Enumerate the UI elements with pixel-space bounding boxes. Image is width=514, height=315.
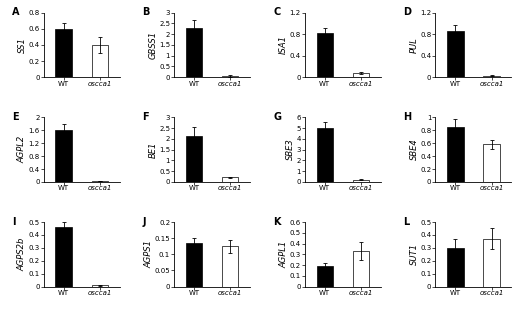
Bar [91,181,108,182]
Bar [222,177,238,182]
Y-axis label: SS1: SS1 [18,37,27,53]
Y-axis label: AGPL2: AGPL2 [18,136,27,163]
Text: E: E [12,112,19,122]
Bar [353,180,369,182]
Text: I: I [12,217,15,227]
Text: K: K [273,217,281,227]
Bar [186,136,203,182]
Text: J: J [142,217,146,227]
Bar [447,32,464,77]
Bar [91,285,108,287]
Bar [483,76,500,77]
Bar [222,246,238,287]
Y-axis label: AGPS2b: AGPS2b [18,238,27,271]
Bar [483,145,500,182]
Bar [353,73,369,77]
Y-axis label: AGPS1: AGPS1 [144,240,153,268]
Y-axis label: SUT1: SUT1 [410,243,419,265]
Text: G: G [273,112,281,122]
Bar [317,128,333,182]
Bar [186,243,203,287]
Text: F: F [142,112,149,122]
Y-axis label: PUL: PUL [410,37,419,53]
Y-axis label: GBSS1: GBSS1 [149,31,158,59]
Y-axis label: AGPL1: AGPL1 [279,241,288,268]
Text: A: A [12,8,20,17]
Text: C: C [273,8,280,17]
Y-axis label: SBE3: SBE3 [286,139,295,161]
Bar [353,251,369,287]
Bar [91,45,108,77]
Text: D: D [403,8,412,17]
Bar [186,28,203,77]
Bar [483,239,500,287]
Bar [447,248,464,287]
Text: H: H [403,112,412,122]
Text: B: B [142,8,150,17]
Y-axis label: SBE4: SBE4 [410,139,419,161]
Bar [447,127,464,182]
Bar [56,130,72,182]
Text: L: L [403,217,410,227]
Bar [56,227,72,287]
Bar [56,29,72,77]
Bar [317,266,333,287]
Bar [317,33,333,77]
Y-axis label: ISA1: ISA1 [279,35,288,54]
Bar [222,76,238,77]
Y-axis label: BE1: BE1 [149,141,158,158]
